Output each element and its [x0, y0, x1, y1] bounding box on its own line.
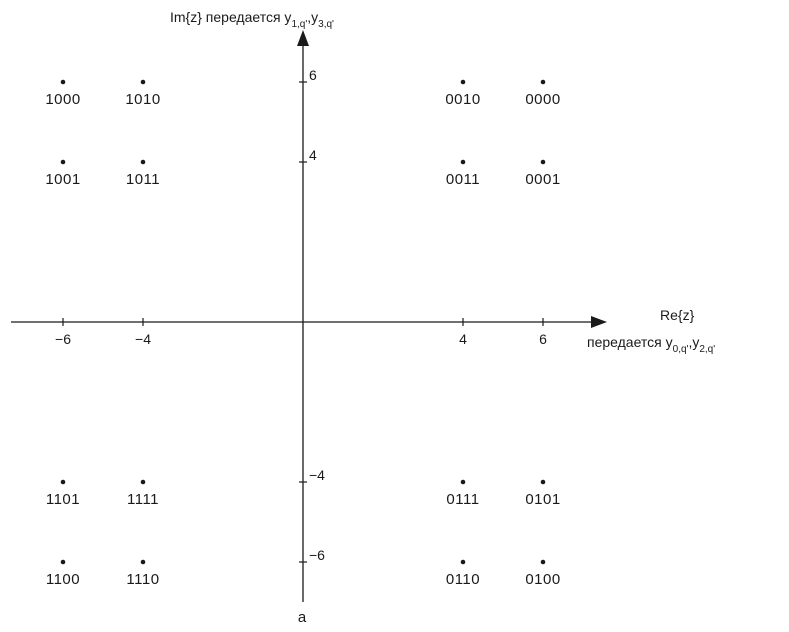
point-label: 1110: [126, 571, 159, 588]
constellation-point: [460, 479, 466, 485]
point-label: 1111: [127, 491, 159, 508]
constellation-point: [140, 479, 146, 485]
y-tick-label: 6: [309, 67, 317, 83]
x-tick-label: 6: [539, 331, 547, 347]
x-axis-label-line1: Re{z}: [660, 307, 695, 323]
x-tick-label: −4: [135, 331, 151, 347]
constellation-point: [140, 79, 146, 85]
ticks: −6 −4 4 6 6 4 −4 −6: [55, 67, 547, 563]
y-axis-label: Im{z} передается y1,q',y3,q': [170, 9, 334, 30]
point-label: 0001: [525, 171, 560, 188]
point-label: 1010: [125, 91, 160, 108]
x-tick-label: −6: [55, 331, 71, 347]
constellation-point: [540, 559, 546, 565]
constellation-point: [60, 479, 66, 485]
x-axis-label-line2: передается y0,q',y2,q': [587, 334, 715, 355]
constellation-point: [60, 559, 66, 565]
y-tick-label: −4: [309, 467, 325, 483]
point-label: 1011: [126, 171, 160, 188]
constellation-point: [540, 479, 546, 485]
point-label: 0010: [445, 91, 480, 108]
x-tick-label: 4: [459, 331, 467, 347]
y-tick-label: 4: [309, 147, 317, 163]
y-tick-label: −6: [309, 547, 325, 563]
y-axis-arrow: [297, 30, 309, 46]
point-label: 0110: [446, 571, 480, 588]
constellation-point: [60, 79, 66, 85]
constellation-point: [540, 159, 546, 165]
constellation-point: [460, 559, 466, 565]
constellation-point: [460, 159, 466, 165]
point-label: 1000: [45, 91, 80, 108]
constellation-point: [60, 159, 66, 165]
point-label: 0011: [446, 171, 480, 188]
figure-caption: a: [298, 609, 307, 626]
constellation-point: [460, 79, 466, 85]
constellation-point: [140, 159, 146, 165]
constellation-point: [540, 79, 546, 85]
point-label: 0111: [446, 491, 479, 508]
point-label: 1100: [46, 571, 80, 588]
point-label: 1001: [45, 171, 80, 188]
point-label: 0100: [525, 571, 560, 588]
axes: [11, 30, 607, 602]
point-label: 0000: [525, 91, 560, 108]
point-label: 1101: [46, 491, 80, 508]
point-label: 0101: [525, 491, 560, 508]
points: 1000 1010 0010 0000 1001 1011 0011 0001 1101 1111…: [45, 79, 560, 588]
constellation-point: [140, 559, 146, 565]
x-axis-arrow: [591, 316, 607, 328]
